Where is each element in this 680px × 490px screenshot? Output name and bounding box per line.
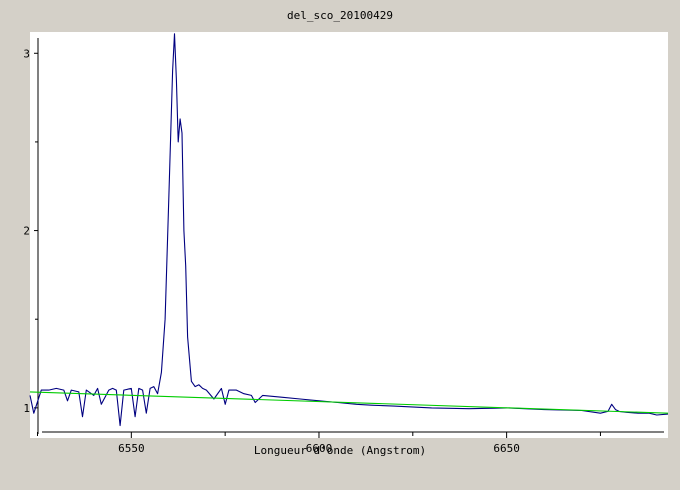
y-tick-label: 2 <box>23 225 30 238</box>
continuum-line <box>29 391 669 414</box>
y-tick-label: 3 <box>23 47 30 60</box>
x-tick-label: 6650 <box>493 442 520 455</box>
x-tick-label: 6600 <box>306 442 333 455</box>
x-axis-label: Longueur d'onde (Angstrom) <box>253 444 427 457</box>
x-tick-label: 6550 <box>118 442 145 455</box>
plot-area <box>30 32 668 438</box>
chart-title: del_sco_20100429 <box>287 9 393 22</box>
y-tick-label: 1 <box>23 402 30 415</box>
